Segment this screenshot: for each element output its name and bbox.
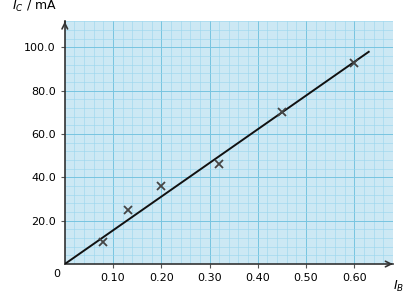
Y-axis label: $I_C$ / mA: $I_C$ / mA: [12, 0, 57, 14]
X-axis label: $I_B$ / mA: $I_B$ / mA: [393, 278, 405, 294]
Text: 0: 0: [53, 269, 60, 279]
